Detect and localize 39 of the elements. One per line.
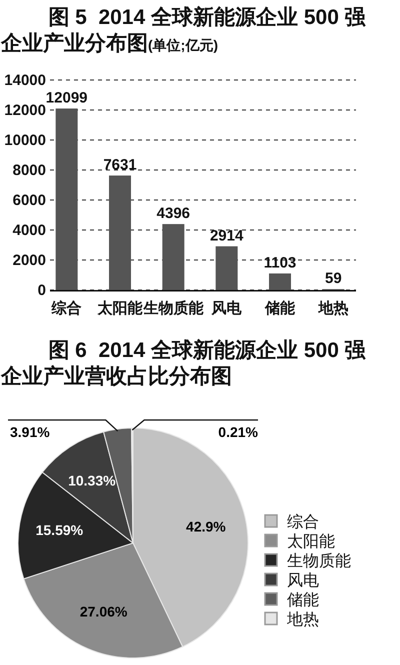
bar (109, 176, 131, 290)
bar (216, 246, 238, 290)
data-label: 10.33% (68, 472, 116, 489)
legend-label: 地热 (286, 610, 319, 628)
data-label: 15.59% (36, 522, 84, 538)
data-label: 59 (324, 270, 342, 288)
y-tick-label: 10000 (4, 132, 46, 149)
legend-label: 生物质能 (287, 552, 351, 570)
x-tick-label: 地热 (317, 300, 348, 317)
chart-title: 图 5 2014 全球新能源企业 500 强企业产业分布图(单位;亿元) (0, 5, 367, 55)
y-tick-label: 4000 (12, 222, 46, 239)
y-tick-label: 6000 (12, 192, 46, 209)
legend-label: 太阳能 (287, 532, 335, 550)
data-label: 42.9% (186, 518, 226, 534)
x-tick-label: 储能 (264, 300, 296, 317)
data-label: 7631 (103, 156, 137, 174)
x-tick-label: 太阳能 (96, 300, 144, 317)
legend-label: 风电 (287, 572, 319, 590)
y-tick-label: 8000 (12, 162, 46, 179)
y-tick-label: 12000 (4, 102, 46, 119)
y-tick-label: 0 (38, 282, 46, 299)
chart-title: 图 6 2014 全球新能源企业 500 强企业产业营收占比分布图 (0, 338, 367, 388)
bar (56, 108, 78, 290)
data-label: 1103 (264, 254, 296, 272)
data-label: 3.91% (10, 424, 50, 440)
x-tick-label: 风电 (210, 300, 243, 317)
x-tick-label: 综合 (50, 300, 82, 317)
legend-label: 储能 (287, 591, 319, 609)
legend-label: 综合 (287, 513, 319, 531)
data-label: 2914 (210, 227, 244, 244)
data-label: 27.06% (80, 604, 128, 620)
bar (162, 224, 184, 290)
x-tick-label: 生物质能 (142, 300, 204, 317)
y-tick-label: 2000 (12, 252, 46, 269)
data-label: 4396 (156, 205, 190, 222)
y-tick-label: 14000 (4, 72, 46, 89)
data-label: 0.21% (218, 424, 259, 440)
data-label: 12099 (46, 90, 88, 107)
bar (269, 273, 291, 290)
